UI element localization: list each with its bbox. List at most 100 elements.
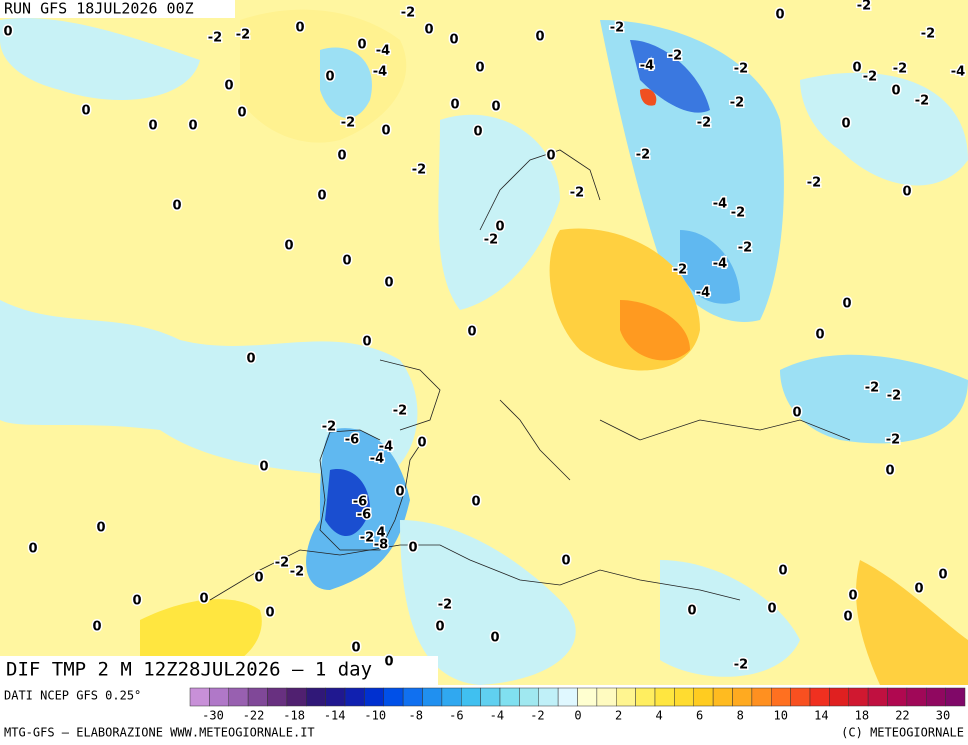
contour-label: 0 [381,124,390,139]
contour-label: 0 [435,620,444,635]
contour-label: -2 [636,148,650,163]
contour-label: 0 [384,655,393,670]
header-box [0,0,235,18]
contour-label: 0 [259,460,268,475]
contour-label: 0 [450,98,459,113]
legend-swatch [286,687,307,707]
legend-label: -2 [530,709,544,723]
contour-label: 0 [424,23,433,38]
legend-label: 10 [774,709,788,723]
contour-label: -2 [275,556,289,571]
contour-label: 0 [938,568,947,583]
contour-label: 0 [92,620,101,635]
legend-label: -10 [364,709,386,723]
legend-swatch [867,687,888,707]
legend-swatch [557,687,578,707]
legend-swatch [325,687,346,707]
contour-label: -4 [379,440,393,455]
run-label: RUN GFS 18JUL2026 00Z [4,0,194,18]
contour-label: 0 [767,602,776,617]
legend-swatch [364,687,384,707]
contour-label: -2 [915,94,929,109]
legend-swatch [422,687,443,707]
legend-swatch [480,687,501,707]
legend-swatch [344,687,365,707]
contour-label: 0 [325,70,334,85]
contour-label: 0 [885,464,894,479]
contour-label: -2 [731,206,745,221]
legend-swatch [887,687,908,707]
legend-swatch [577,687,598,707]
contour-label: -2 [610,21,624,36]
contour-label: 0 [132,594,141,609]
contour-label: -2 [208,31,222,46]
contour-label: 0 [172,199,181,214]
contour-label: 0 [792,406,801,421]
contour-label: 4 [376,526,385,541]
contour-label: 0 [395,485,404,500]
legend-swatch [267,687,288,707]
legend-swatch [635,687,656,707]
contour-label: -4 [640,59,654,74]
map-title: DIF TMP 2 M 12Z28JUL2026 – 1 day [6,659,372,681]
contour-label: 0 [284,239,293,254]
legend-label: -14 [324,709,346,723]
legend-swatch [402,687,423,707]
legend-swatch [499,687,520,707]
legend-swatch [751,687,772,707]
legend-label: -18 [283,709,305,723]
legend-swatch [383,687,404,707]
legend-swatch [926,687,946,707]
contour-label: 0 [295,21,304,36]
legend-label: -6 [449,709,463,723]
legend-label: 2 [615,709,622,723]
legend-label: 8 [737,709,744,723]
contour-label: -2 [570,186,584,201]
legend-label: 4 [655,709,662,723]
contour-label: 0 [475,61,484,76]
legend-swatch [519,687,539,707]
contour-label: -2 [865,381,879,396]
map-field [0,0,968,685]
legend-label: 6 [696,709,703,723]
contour-label: -2 [290,565,304,580]
contour-label: 0 [417,436,426,451]
contour-label: -2 [322,420,336,435]
legend-swatch [209,687,229,707]
source-label: DATI NCEP GFS 0.25° [4,689,141,703]
legend-swatch [945,687,966,707]
title-box [0,656,438,685]
contour-label: 0 [852,61,861,76]
contour-label: -2 [668,49,682,64]
legend-swatch [189,687,210,707]
contour-label: 0 [384,276,393,291]
contour-label: 0 [246,352,255,367]
legend-swatch [809,687,830,707]
legend-label: 14 [814,709,828,723]
contour-label: -2 [236,28,250,43]
contour-label: 0 [842,297,851,312]
contour-label: 0 [351,641,360,656]
contour-label: 0 [408,541,417,556]
legend-swatch [228,687,249,707]
contour-label: -4 [370,452,384,467]
legend-swatch [906,687,927,707]
legend-label: -4 [490,709,504,723]
contour-label: 0 [490,631,499,646]
legend-label: 18 [855,709,869,723]
contour-label: 0 [848,589,857,604]
contour-label: -2 [341,116,355,131]
contour-label: 0 [778,564,787,579]
legend-swatch [693,687,714,707]
contour-label: 0 [224,79,233,94]
contour-label: -2 [886,433,900,448]
contour-label: -2 [887,389,901,404]
legend-swatch [790,687,811,707]
contour-label: 0 [188,119,197,134]
contour-label: 0 [687,604,696,619]
legend-label: 30 [936,709,950,723]
contour-label: 0 [841,117,850,132]
legend-swatch [306,687,326,707]
